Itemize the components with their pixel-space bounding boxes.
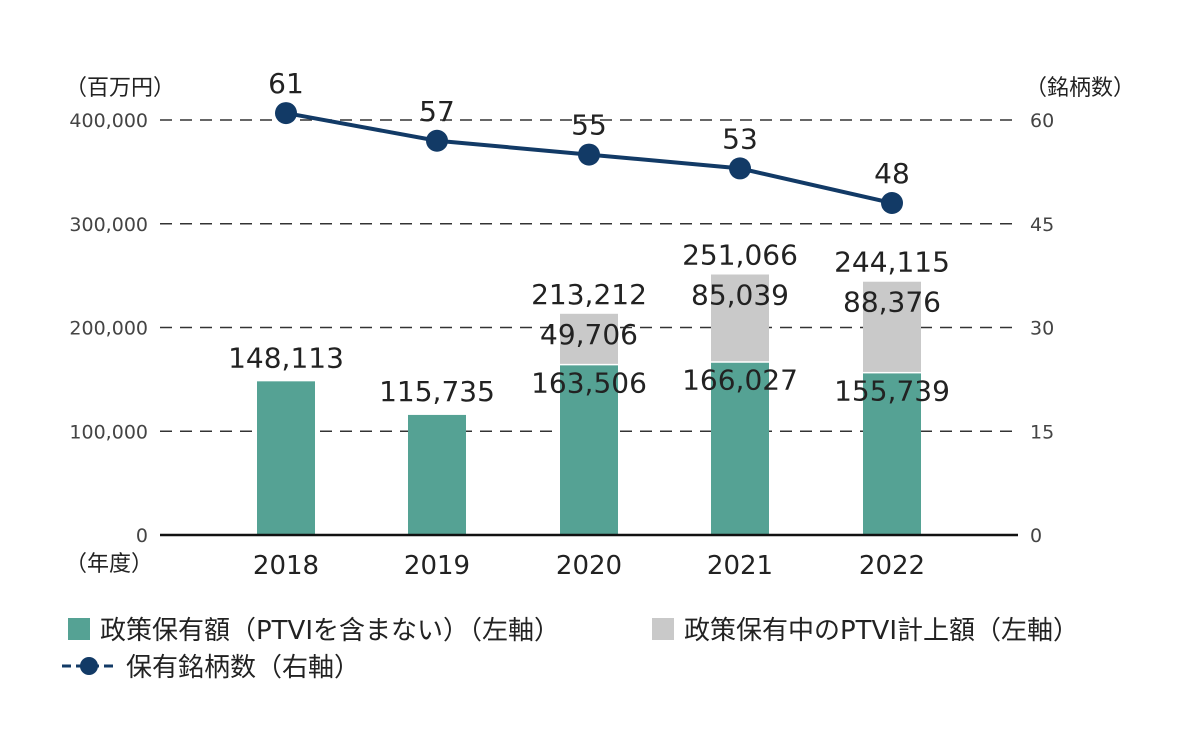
bar-value-label-policy: 155,739	[834, 374, 950, 407]
line-marker	[426, 129, 448, 152]
year-label: 2021	[707, 551, 773, 581]
bar-policy	[711, 362, 769, 535]
bar-value-label-policy: 115,735	[379, 375, 495, 408]
line-value-label: 53	[722, 122, 758, 155]
legend-label-ptvi: 政策保有中のPTVI計上額（左軸）	[684, 616, 1080, 646]
left-tick-label: 400,000	[69, 110, 148, 132]
right-tick-label: 45	[1030, 214, 1054, 236]
data-labels: 148,113 115,735 163,506 49,706 213,212 166,02…	[228, 67, 950, 408]
bar-value-label-ptvi: 85,039	[691, 279, 789, 312]
bar-value-label-policy: 166,027	[682, 364, 798, 397]
line-marker	[275, 102, 297, 125]
bar-value-label-policy: 163,506	[531, 366, 647, 399]
bar-policy	[408, 414, 466, 535]
year-label: 2022	[859, 551, 925, 581]
right-tick-label: 15	[1030, 421, 1054, 443]
bar-total-label: 213,212	[531, 278, 647, 311]
year-label: 2019	[404, 551, 470, 581]
line-value-label: 61	[268, 67, 304, 100]
left-axis-unit: （百万円）	[65, 76, 175, 101]
legend-label-line: 保有銘柄数（右軸）	[126, 653, 361, 683]
bar-policy	[863, 373, 921, 535]
bar-total-label: 251,066	[682, 239, 798, 272]
bar-policy	[560, 365, 618, 535]
x-axis-unit: （年度）	[65, 552, 153, 577]
left-tick-label: 0	[136, 525, 148, 547]
legend-item-policy: 政策保有額（PTVIを含まない）（左軸）	[68, 610, 560, 647]
line-marker	[881, 192, 903, 214]
bar-value-label-ptvi: 88,376	[843, 286, 941, 319]
legend-item-ptvi: 政策保有中のPTVI計上額（左軸）	[652, 610, 1079, 647]
right-tick-label: 60	[1030, 110, 1054, 132]
year-label: 2020	[556, 551, 622, 581]
bar-policy	[257, 381, 315, 535]
line-series	[275, 102, 903, 214]
line-marker	[729, 157, 751, 180]
axes: （百万円） （銘柄数） （年度） 0 100,000 200,000 300,000 4…	[65, 76, 1135, 581]
legend-label-policy: 政策保有額（PTVIを含まない）（左軸）	[100, 616, 561, 646]
left-tick-label: 200,000	[69, 318, 148, 340]
bar-ptvi	[711, 274, 769, 362]
right-tick-label: 30	[1030, 318, 1054, 340]
left-tick-label: 100,000	[69, 421, 148, 443]
line-marker	[578, 143, 600, 166]
line-value-label: 57	[419, 95, 455, 128]
line-value-label: 55	[571, 109, 607, 142]
bar-total-label: 244,115	[834, 246, 950, 279]
right-axis-unit: （銘柄数）	[1025, 76, 1135, 101]
bar-value-label-ptvi: 49,706	[540, 318, 638, 351]
bars	[257, 274, 921, 535]
legend-line-marker-icon	[62, 656, 116, 675]
left-tick-label: 300,000	[69, 214, 148, 236]
year-label: 2018	[253, 551, 319, 581]
bar-value-label-policy: 148,113	[228, 341, 344, 374]
line-value-label: 48	[874, 157, 910, 190]
bar-ptvi	[560, 313, 618, 364]
bar-ptvi	[863, 281, 921, 372]
legend-item-line: 保有銘柄数（右軸）	[60, 647, 360, 684]
legend-swatch-policy	[68, 617, 90, 640]
right-tick-label: 0	[1030, 525, 1042, 547]
legend-swatch-ptvi	[652, 617, 674, 640]
